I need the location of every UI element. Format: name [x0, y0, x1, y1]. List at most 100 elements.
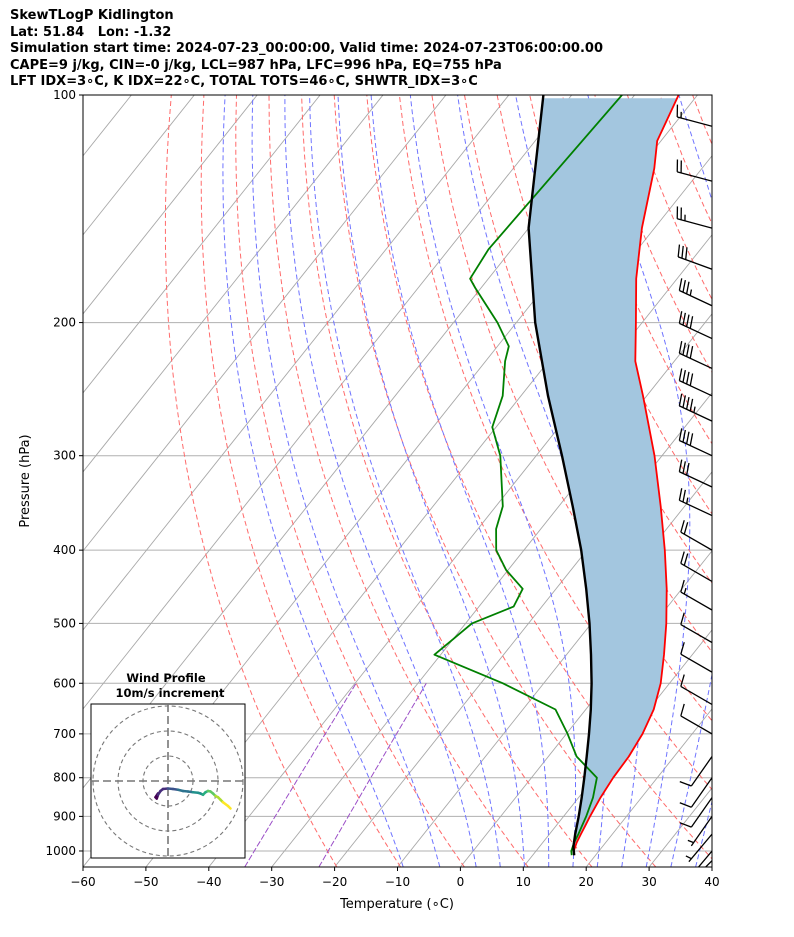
wind-barb-staff — [680, 623, 712, 644]
wind-barb-flag — [685, 344, 690, 357]
wind-barb-half-flag — [685, 497, 689, 504]
y-tick-label: 900 — [53, 809, 76, 823]
wind-barb-flag — [682, 370, 686, 383]
dry-adiabat-line — [164, 95, 338, 867]
wind-barb-flag — [678, 278, 683, 291]
wind-barb — [678, 278, 712, 307]
wind-barb-flag — [678, 368, 683, 381]
wind-barb-half-flag — [689, 289, 693, 296]
wind-barb — [678, 488, 712, 517]
wind-barb — [678, 340, 712, 370]
plot-area — [83, 95, 794, 883]
wind-barb-staff — [679, 322, 712, 340]
wind-barb-staff — [704, 860, 712, 867]
wind-barb-flag — [685, 431, 690, 444]
wind-barb — [676, 206, 712, 229]
wind-barb-flag — [685, 314, 690, 327]
wind-barb-flag — [682, 312, 686, 326]
y-tick-label: 400 — [53, 543, 76, 557]
isotherm-line — [585, 708, 712, 867]
isotherm-line — [83, 95, 447, 552]
wind-barb-flag — [683, 522, 689, 535]
wind-barb-flag — [677, 244, 681, 257]
wind-barb-staff — [680, 591, 712, 611]
wind-barb-flag — [682, 395, 686, 408]
isotherm-line — [460, 550, 712, 867]
wind-barb-staff — [679, 352, 712, 370]
wind-barb — [678, 459, 712, 488]
parcel-line — [527, 95, 593, 856]
x-tick-label: −20 — [322, 875, 347, 889]
moist-adiabat-line — [284, 95, 477, 867]
x-tick-label: −30 — [259, 875, 284, 889]
dry-adiabat-line — [725, 95, 794, 867]
wind-barb-staff — [688, 833, 712, 863]
axes: −60 −50 −40 −30 −20 −10 0 10 20 30 40 100 200 300 400 5… — [45, 88, 719, 889]
wind-barb — [680, 520, 712, 551]
isotherm-line — [397, 471, 712, 867]
wind-barb — [676, 104, 712, 127]
wind-barb-flag — [682, 489, 686, 503]
wind-barb — [678, 393, 712, 422]
wind-barb-staff — [690, 797, 712, 828]
wind-barb — [679, 797, 712, 828]
y-tick-label: 100 — [53, 88, 76, 102]
moist-adiabat-line — [337, 95, 525, 867]
isotherm-line — [83, 95, 195, 236]
wind-barb-flag — [685, 397, 690, 410]
wind-barb-flag — [680, 551, 685, 564]
wind-barb-flag — [680, 612, 685, 625]
wind-barb-flag — [682, 461, 686, 474]
x-axis-title: Temperature (∘C) — [339, 897, 454, 912]
mixing-ratio-line — [318, 683, 427, 867]
hodograph-plot — [91, 704, 245, 858]
wind-barb-half-flag — [684, 880, 689, 883]
wind-barb-staff — [680, 685, 712, 706]
wind-barb-flag — [685, 371, 690, 385]
y-tick-label: 200 — [53, 316, 76, 330]
wind-barb-flag — [680, 579, 685, 593]
wind-barb-flag — [678, 488, 683, 501]
dry-adiabat-line — [758, 95, 794, 867]
wind-barb — [680, 703, 712, 735]
moist-adiabat-line — [409, 95, 576, 867]
wind-barb-staff — [690, 816, 712, 847]
dewpoint-line — [433, 95, 623, 856]
y-tick-label: 600 — [53, 676, 76, 690]
wind-barb-flag — [679, 780, 692, 787]
moist-adiabat-line — [309, 95, 501, 867]
y-tick-label: 800 — [53, 771, 76, 785]
wind-barb-staff — [679, 439, 712, 457]
wind-barb-flag — [678, 428, 683, 441]
dry-adiabat-line — [790, 95, 794, 867]
y-tick-label: 300 — [53, 449, 76, 463]
isotherm-line — [83, 95, 321, 394]
wind-barb-half-flag — [687, 839, 694, 844]
title-line-indices: LFT IDX=3∘C, K IDX=22∘C, TOTAL TOTS=46∘C… — [10, 74, 478, 89]
wind-barb-flag — [680, 703, 685, 717]
wind-barb-half-flag — [683, 587, 687, 595]
wind-barb-flag — [679, 802, 692, 808]
wind-barb-staff — [679, 405, 712, 422]
wind-barb-flag — [689, 398, 694, 412]
wind-barb-staff — [697, 850, 712, 867]
title-line-times: Simulation start time: 2024-07-23_00:00:… — [10, 41, 603, 56]
isotherm-line — [83, 95, 510, 631]
mixing-ratio-line — [244, 683, 357, 867]
x-tick-label: 20 — [579, 875, 594, 889]
wind-barb-flag — [689, 373, 694, 386]
wind-barb-staff — [690, 777, 712, 808]
wind-barb-flag — [689, 316, 694, 329]
x-tick-label: 30 — [641, 875, 656, 889]
isotherm-line — [83, 95, 258, 315]
wind-barb-staff — [679, 471, 712, 488]
wind-barb-flag — [682, 342, 686, 356]
title-line-cape: CAPE=9 j/kg, CIN=-0 j/kg, LCL=987 hPa, L… — [10, 57, 502, 73]
hodograph-inset: Wind Profile 10m/s increment — [90, 671, 246, 859]
wind-barb-staff — [680, 653, 712, 673]
isotherm-line — [208, 234, 712, 867]
wind-barbs — [676, 104, 712, 883]
wind-barb-half-flag — [685, 855, 692, 860]
dry-adiabat-line — [301, 95, 593, 867]
isotherm-line — [775, 95, 794, 867]
